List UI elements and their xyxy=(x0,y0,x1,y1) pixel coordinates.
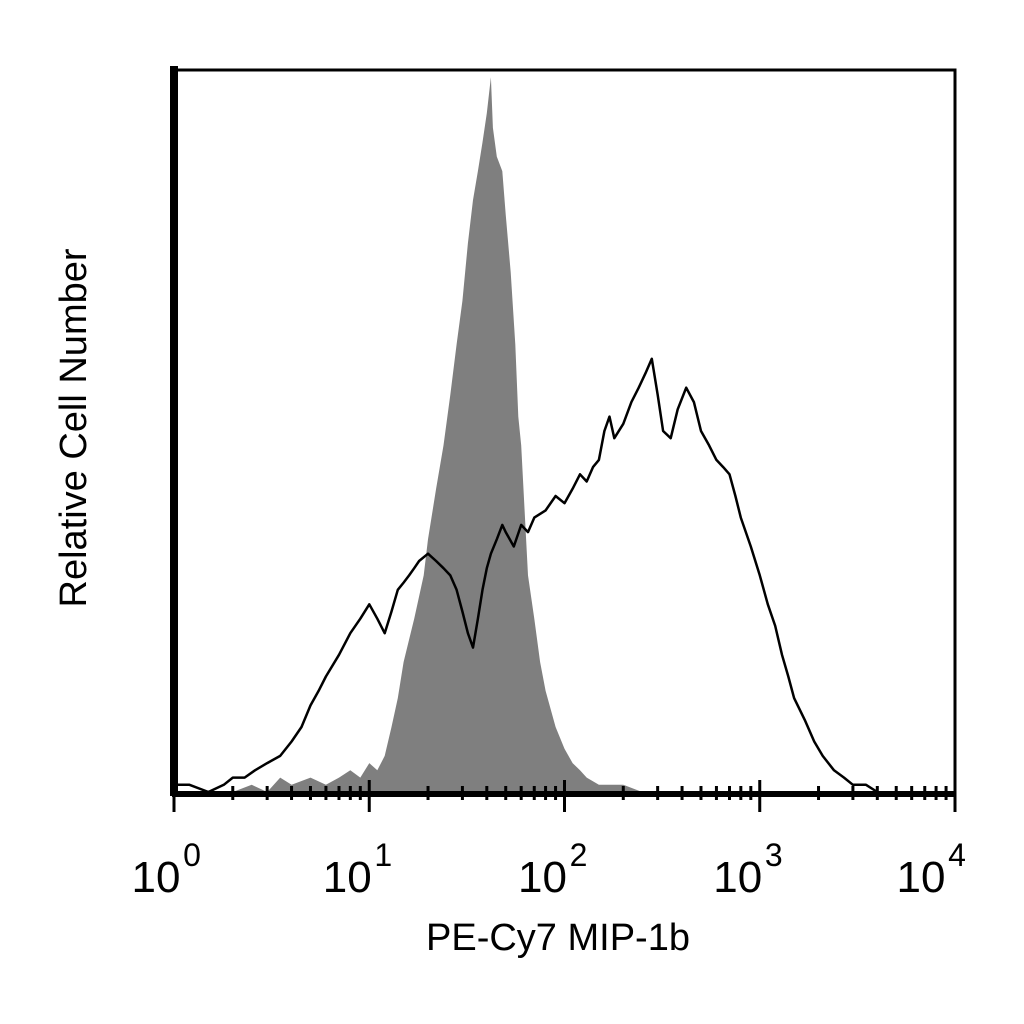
y-axis-label: Relative Cell Number xyxy=(53,248,95,607)
x-tick-exponent: 4 xyxy=(948,837,966,873)
x-tick-exponent: 1 xyxy=(374,837,392,873)
x-axis-label: PE-Cy7 MIP-1b xyxy=(426,917,690,959)
series-outline-histogram xyxy=(174,357,878,794)
x-tick-label: 10 xyxy=(713,853,762,902)
x-tick-exponent: 3 xyxy=(765,837,783,873)
x-tick-label: 10 xyxy=(897,853,946,902)
x-tick-label: 10 xyxy=(323,853,372,902)
x-tick-exponent: 2 xyxy=(570,837,588,873)
minor-ticks xyxy=(172,780,957,812)
series-layer xyxy=(174,77,878,794)
x-tick-label: 10 xyxy=(132,853,181,902)
x-tick-exponent: 0 xyxy=(183,837,201,873)
series-filled-histogram xyxy=(174,77,643,792)
x-tick-label: 10 xyxy=(518,853,567,902)
x-tick-labels: 10 0 10 1 10 2 10 3 10 4 xyxy=(132,837,966,902)
